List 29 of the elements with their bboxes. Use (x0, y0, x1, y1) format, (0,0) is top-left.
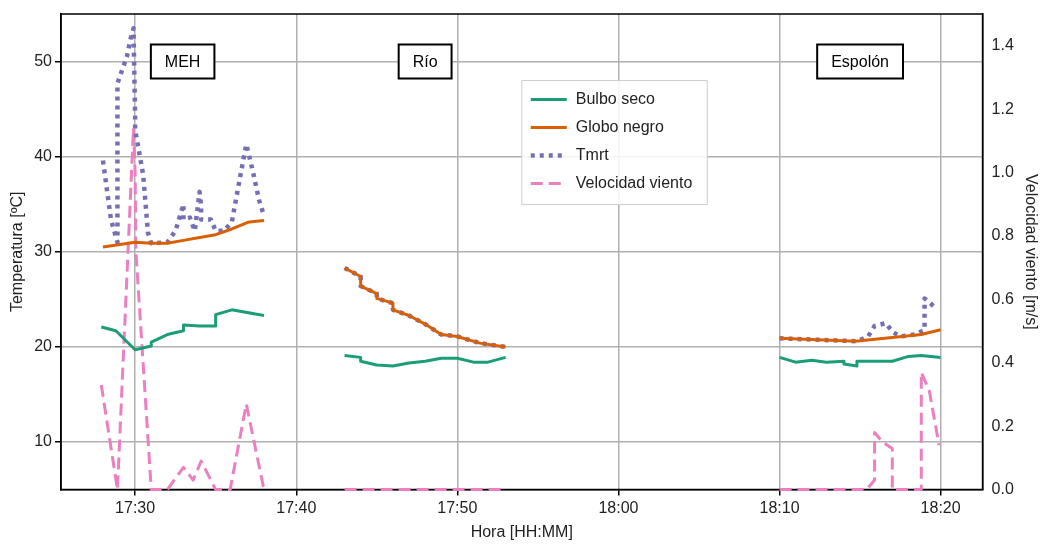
annotation: MEH (164, 52, 201, 70)
y-tick-label: 10 (34, 432, 53, 450)
y-tick-label: 30 (34, 242, 53, 260)
legend-label: Velocidad viento (575, 173, 693, 191)
y-tick-label: 40 (34, 147, 53, 165)
y-tick-label: 20 (34, 337, 53, 355)
y2-tick-label: 1.0 (991, 162, 1014, 180)
y-tick-label: 50 (34, 51, 53, 69)
annotation: Río (412, 52, 438, 70)
legend-label: Globo negro (575, 117, 664, 135)
y2-tick-label: 1.2 (991, 99, 1014, 117)
x-tick-label: 18:20 (920, 498, 961, 516)
y2-tick-label: 1.4 (991, 36, 1014, 54)
legend-label: Bulbo seco (575, 89, 656, 107)
legend-label: Tmrt (575, 145, 610, 163)
y2-tick-label: 0.4 (991, 353, 1014, 371)
x-tick-label: 17:40 (276, 498, 317, 516)
x-tick-label: 17:30 (115, 498, 156, 516)
x-tick-label: 18:10 (759, 498, 800, 516)
y2-tick-label: 0.0 (991, 480, 1014, 498)
y-axis-title: Temperatura [ºC] (8, 191, 26, 313)
x-tick-label: 17:50 (437, 498, 478, 516)
y2-tick-label: 0.6 (991, 289, 1014, 307)
y2-tick-label: 0.2 (991, 416, 1014, 434)
y2-tick-label: 0.8 (991, 226, 1014, 244)
annotation: Espolón (831, 52, 889, 70)
x-axis-title: Hora [HH:MM] (470, 522, 573, 540)
y2-axis-title: Velocidad viento [m/s] (1022, 173, 1040, 330)
x-tick-label: 18:00 (598, 498, 639, 516)
